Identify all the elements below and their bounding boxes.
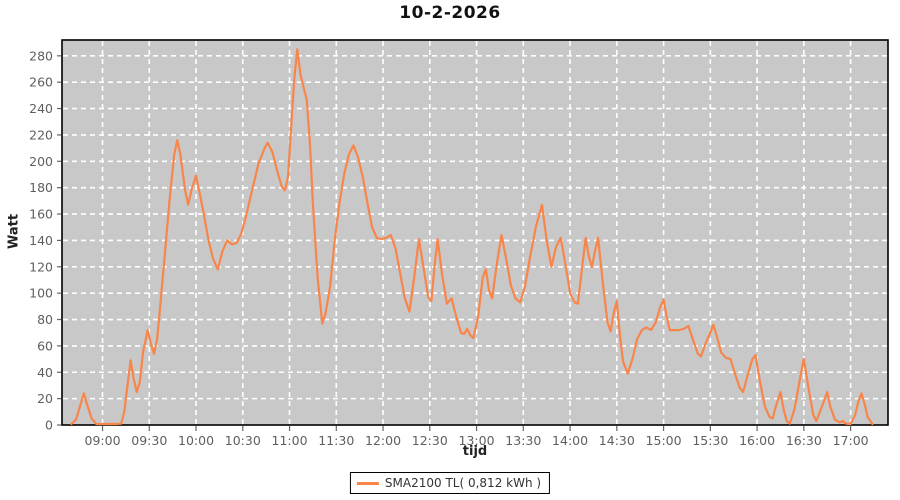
svg-text:17:00: 17:00 <box>833 433 869 448</box>
svg-text:260: 260 <box>29 75 53 90</box>
svg-text:10:00: 10:00 <box>178 433 214 448</box>
series-line <box>70 48 874 426</box>
svg-text:09:30: 09:30 <box>131 433 167 448</box>
svg-text:12:30: 12:30 <box>412 433 448 448</box>
svg-text:200: 200 <box>29 154 53 169</box>
legend-series-label: SMA2100 TL( 0,812 kWh ) <box>384 476 542 490</box>
svg-text:240: 240 <box>29 101 53 116</box>
svg-text:80: 80 <box>37 312 53 327</box>
chart-title: 10-2-2026 <box>399 3 501 23</box>
svg-text:220: 220 <box>29 127 53 142</box>
svg-text:16:30: 16:30 <box>786 433 822 448</box>
x-grid-and-ticks: 09:00 09:30 10:00 10:30 11:00 11:30 12:00 12:30… <box>85 41 869 448</box>
svg-text:15:30: 15:30 <box>692 433 728 448</box>
svg-text:100: 100 <box>29 286 53 301</box>
svg-text:10:30: 10:30 <box>225 433 261 448</box>
y-grid-and-ticks: 0 20 40 60 80 100 120 140 160 180 200 220 240 260 280 <box>29 48 887 433</box>
plot-border <box>61 39 889 426</box>
svg-text:09:00: 09:00 <box>85 433 121 448</box>
svg-text:160: 160 <box>29 207 53 222</box>
svg-text:13:30: 13:30 <box>505 433 541 448</box>
svg-text:14:00: 14:00 <box>552 433 588 448</box>
legend: SMA2100 TL( 0,812 kWh ) <box>349 472 551 494</box>
svg-text:14:30: 14:30 <box>599 433 635 448</box>
svg-text:20: 20 <box>37 391 53 406</box>
svg-text:40: 40 <box>37 365 53 380</box>
legend-line-swatch <box>356 481 379 485</box>
x-axis-label: tijd <box>462 444 488 459</box>
plot-background <box>62 40 888 425</box>
svg-text:13:00: 13:00 <box>459 433 495 448</box>
svg-text:0: 0 <box>45 418 53 433</box>
svg-text:180: 180 <box>29 180 53 195</box>
svg-text:60: 60 <box>37 338 53 353</box>
svg-text:11:30: 11:30 <box>318 433 354 448</box>
svg-text:120: 120 <box>29 259 53 274</box>
svg-text:140: 140 <box>29 233 53 248</box>
svg-text:16:00: 16:00 <box>739 433 775 448</box>
svg-text:11:00: 11:00 <box>272 433 308 448</box>
svg-text:15:00: 15:00 <box>646 433 682 448</box>
svg-text:280: 280 <box>29 48 53 63</box>
svg-text:12:00: 12:00 <box>365 433 401 448</box>
